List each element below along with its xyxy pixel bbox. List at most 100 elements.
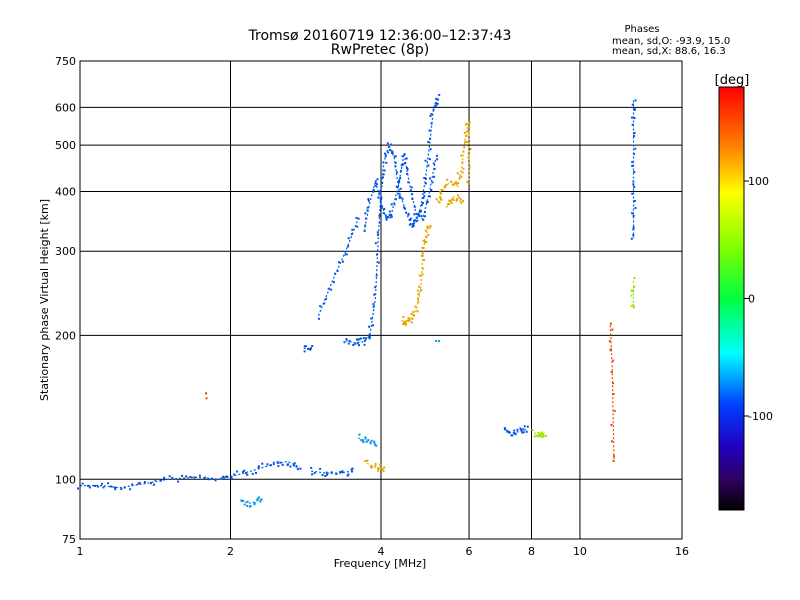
data-point bbox=[364, 460, 367, 462]
chart-subtitle: RwPretec (8p) bbox=[331, 42, 429, 58]
data-point bbox=[410, 312, 413, 315]
data-point bbox=[253, 503, 256, 506]
data-point bbox=[425, 241, 428, 243]
data-point bbox=[374, 242, 377, 245]
data-point bbox=[468, 126, 471, 129]
data-point bbox=[293, 462, 296, 465]
data-point bbox=[612, 359, 615, 362]
data-point bbox=[462, 200, 464, 203]
data-point bbox=[398, 181, 401, 183]
data-point bbox=[630, 237, 633, 240]
data-point bbox=[242, 499, 245, 502]
data-point bbox=[420, 210, 422, 213]
data-point bbox=[243, 503, 246, 506]
data-point bbox=[380, 185, 383, 188]
data-point bbox=[185, 475, 188, 478]
data-point bbox=[612, 393, 615, 395]
data-point bbox=[423, 177, 426, 179]
data-point bbox=[376, 253, 378, 256]
data-point bbox=[439, 192, 442, 195]
data-point bbox=[424, 229, 427, 232]
data-point bbox=[423, 195, 426, 198]
data-point bbox=[417, 300, 420, 303]
data-point bbox=[390, 203, 393, 206]
y-tick-label: 750 bbox=[55, 55, 76, 68]
data-point bbox=[420, 254, 423, 257]
data-point bbox=[279, 461, 282, 464]
data-point bbox=[420, 215, 423, 218]
data-point bbox=[632, 226, 635, 229]
data-point bbox=[406, 172, 408, 175]
data-point bbox=[354, 342, 357, 345]
data-point bbox=[611, 328, 614, 331]
data-point bbox=[364, 224, 367, 227]
data-point bbox=[359, 337, 362, 340]
data-point bbox=[374, 463, 377, 465]
data-point bbox=[296, 468, 299, 471]
data-point bbox=[289, 465, 292, 468]
data-point bbox=[463, 131, 466, 134]
data-point bbox=[633, 170, 636, 173]
data-point bbox=[394, 155, 397, 158]
data-point bbox=[365, 440, 368, 443]
data-point bbox=[468, 121, 471, 124]
data-point bbox=[123, 486, 126, 489]
data-point bbox=[336, 270, 339, 272]
data-point bbox=[455, 199, 458, 202]
x-tick-label: 8 bbox=[528, 545, 535, 558]
data-point bbox=[412, 224, 415, 227]
data-point bbox=[411, 317, 414, 320]
data-point bbox=[189, 476, 192, 478]
data-point bbox=[378, 192, 381, 195]
data-point bbox=[348, 339, 351, 342]
data-point bbox=[466, 141, 469, 144]
data-point bbox=[433, 167, 436, 170]
data-point bbox=[396, 171, 399, 174]
data-point bbox=[339, 471, 342, 473]
data-point bbox=[448, 203, 451, 205]
data-point bbox=[374, 465, 377, 468]
data-point bbox=[634, 207, 637, 209]
data-point bbox=[376, 183, 378, 186]
data-point bbox=[372, 303, 375, 306]
data-point bbox=[387, 151, 390, 154]
data-point bbox=[403, 207, 406, 210]
data-point bbox=[272, 461, 275, 464]
data-point bbox=[347, 473, 350, 476]
data-point bbox=[538, 435, 541, 438]
data-point bbox=[632, 214, 635, 217]
data-point bbox=[107, 482, 109, 485]
data-point bbox=[633, 108, 636, 111]
data-point bbox=[514, 433, 517, 436]
data-point bbox=[416, 310, 419, 313]
data-point bbox=[510, 434, 513, 437]
data-point bbox=[403, 206, 406, 209]
data-point bbox=[303, 350, 306, 353]
data-point bbox=[332, 281, 335, 284]
data-point bbox=[404, 323, 407, 326]
data-point bbox=[404, 162, 406, 165]
data-point bbox=[181, 474, 184, 477]
data-point bbox=[631, 103, 634, 106]
data-point bbox=[270, 464, 273, 467]
phase-box-line-x: mean, sd,X: 88.6, 16.3 bbox=[612, 46, 726, 57]
data-point bbox=[401, 197, 404, 200]
data-point bbox=[368, 325, 371, 328]
colorbar-tick-label: -100 bbox=[748, 410, 773, 423]
data-point bbox=[465, 122, 468, 125]
trace-line bbox=[345, 96, 439, 344]
data-point bbox=[358, 338, 361, 341]
data-point bbox=[373, 440, 376, 443]
data-point bbox=[407, 316, 410, 319]
data-point bbox=[403, 153, 406, 155]
data-points bbox=[77, 93, 637, 508]
x-tick-label: 10 bbox=[573, 545, 587, 558]
data-point bbox=[438, 340, 440, 343]
data-point bbox=[457, 194, 460, 197]
data-point bbox=[375, 444, 378, 447]
data-point bbox=[367, 198, 370, 200]
data-point bbox=[541, 436, 544, 439]
data-point bbox=[313, 472, 316, 475]
data-point bbox=[394, 165, 397, 168]
data-point bbox=[376, 231, 379, 234]
